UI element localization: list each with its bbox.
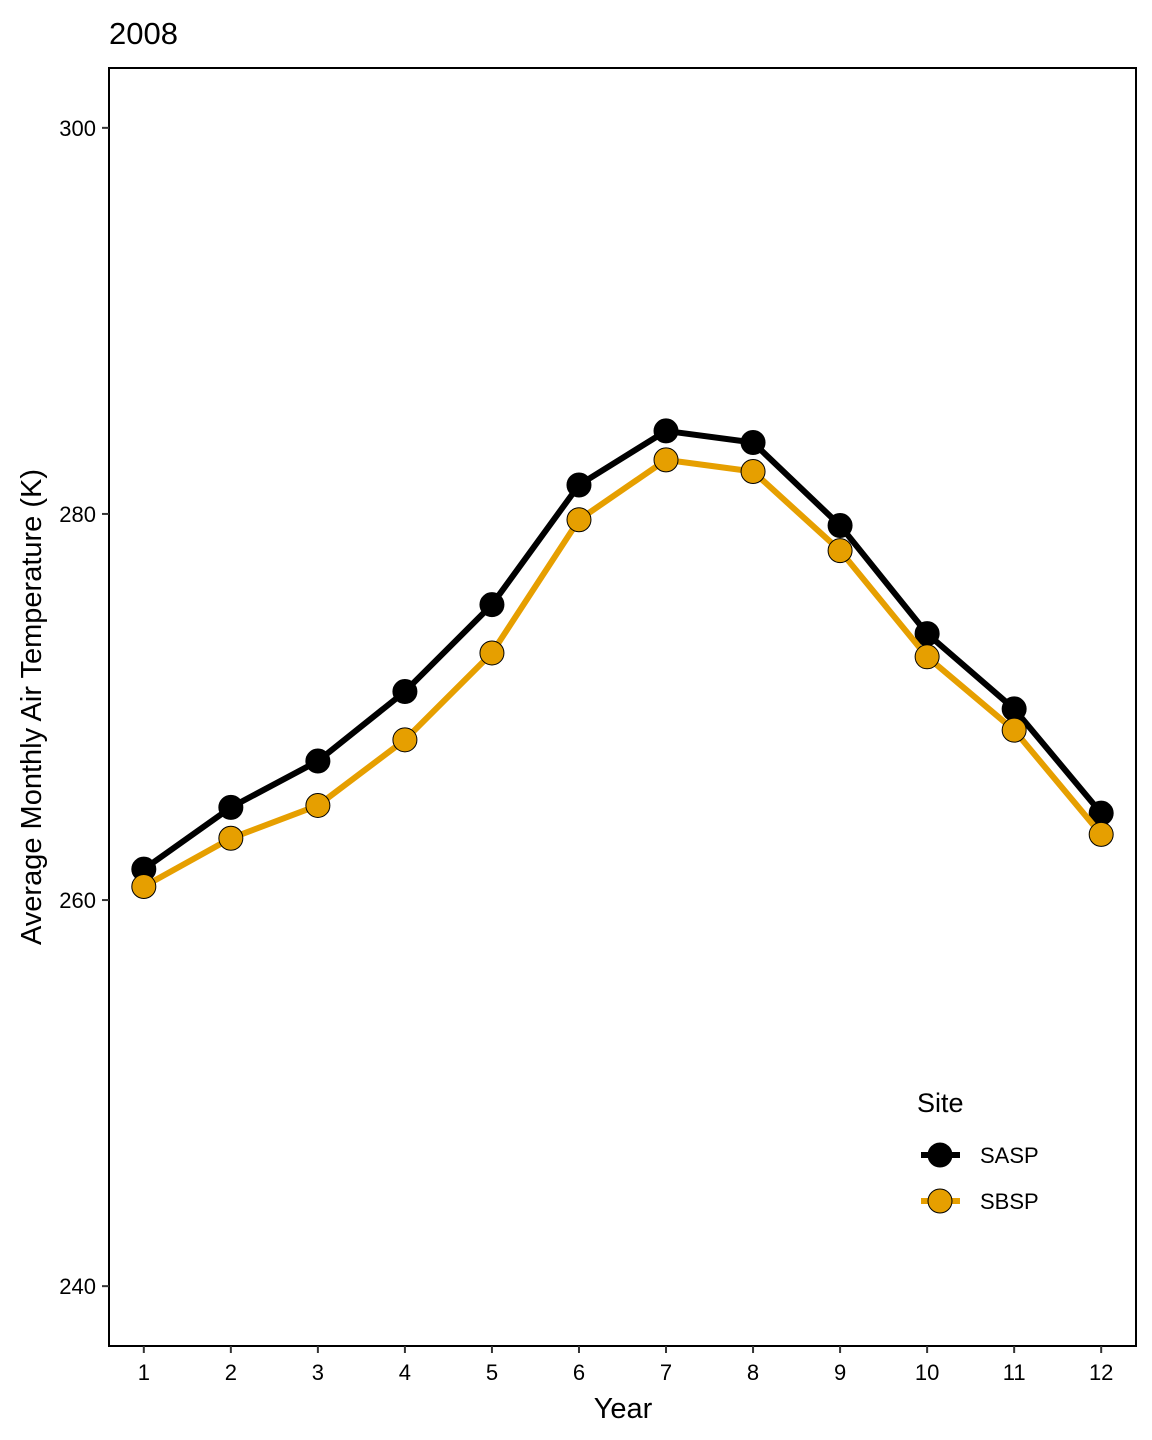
data-point-sbsp [914, 644, 940, 670]
data-point-sbsp [1001, 717, 1027, 743]
data-point-sbsp [827, 538, 853, 564]
data-point-sbsp [653, 447, 679, 473]
y-tick-label: 260 [59, 888, 96, 913]
data-point-sasp [392, 679, 418, 705]
data-point-sbsp [392, 727, 418, 753]
y-tick-label: 280 [59, 502, 96, 527]
series-layer [131, 418, 1114, 900]
data-point-sbsp [131, 874, 157, 900]
legend-label: SBSP [980, 1189, 1039, 1214]
legend-label: SASP [980, 1143, 1039, 1168]
y-axis: 240 260 280 300 [59, 116, 109, 1299]
data-point-sbsp [740, 458, 766, 484]
x-tick-label: 9 [834, 1360, 846, 1385]
series-line-sasp [142, 427, 1104, 872]
data-point-sbsp [305, 792, 331, 818]
data-point-sasp [740, 430, 766, 456]
data-point-sbsp [566, 507, 592, 533]
x-tick-label: 5 [486, 1360, 498, 1385]
y-axis-title: Average Monthly Air Temperature (K) [16, 469, 48, 945]
series-sasp [131, 418, 1114, 882]
chart-title: 2008 [109, 16, 178, 51]
legend-item-sbsp: SBSP [921, 1188, 1039, 1214]
data-point-sasp [218, 794, 244, 820]
x-axis-title: Year [594, 1393, 653, 1425]
data-point-sasp [653, 418, 679, 444]
x-tick-label: 11 [1003, 1360, 1026, 1385]
x-tick-label: 12 [1089, 1360, 1113, 1385]
data-point-sasp [566, 472, 592, 498]
y-tick-label: 300 [59, 116, 96, 141]
x-tick-label: 7 [660, 1360, 672, 1385]
x-axis: 1 2 3 4 5 6 7 8 9 10 11 12 [138, 1346, 1113, 1385]
data-point-sasp [827, 513, 853, 539]
series-sbsp [131, 447, 1114, 900]
x-tick-label: 10 [915, 1360, 939, 1385]
legend-items: SASP SBSP [921, 1142, 1039, 1214]
data-point-sbsp [1088, 821, 1114, 847]
y-tick-label: 240 [59, 1274, 96, 1299]
legend-item-sasp: SASP [921, 1142, 1039, 1168]
x-tick-label: 4 [399, 1360, 411, 1385]
series-line-sbsp [142, 456, 1104, 890]
data-point-sasp [479, 592, 505, 618]
legend-title: Site [917, 1088, 964, 1118]
plot-panel [108, 67, 1137, 1347]
x-tick-label: 3 [312, 1360, 324, 1385]
legend-key-point [927, 1142, 953, 1168]
x-tick-label: 1 [138, 1360, 150, 1385]
x-tick-label: 2 [225, 1360, 237, 1385]
x-tick-label: 8 [747, 1360, 759, 1385]
data-point-sbsp [479, 640, 505, 666]
data-point-sasp [1001, 696, 1027, 722]
data-point-sasp [305, 748, 331, 774]
legend: Site SASP SBSP [917, 1088, 1039, 1214]
x-tick-label: 6 [573, 1360, 585, 1385]
legend-key-point [927, 1188, 953, 1214]
data-point-sbsp [218, 825, 244, 851]
